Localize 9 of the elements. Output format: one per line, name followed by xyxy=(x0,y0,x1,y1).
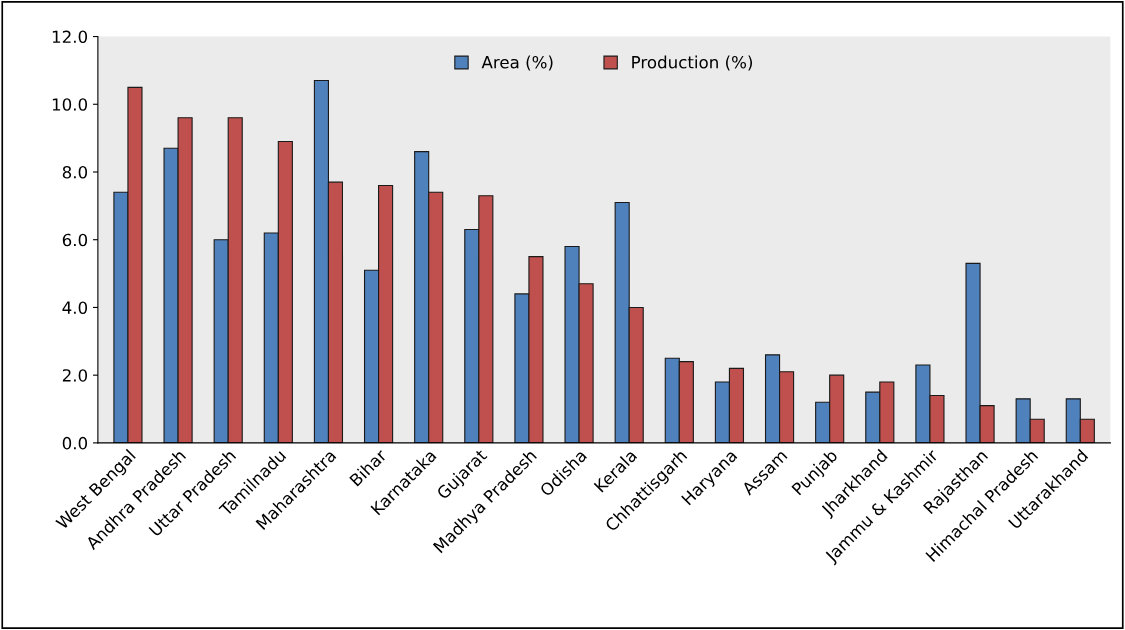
y-tick-label: 4.0 xyxy=(62,301,88,315)
legend-label: Area (%) xyxy=(481,55,553,71)
y-tick-label: 6.0 xyxy=(62,233,88,247)
y-tick-label: 12.0 xyxy=(52,30,88,44)
y-tick-label: 8.0 xyxy=(62,165,88,179)
y-tick-label: 10.0 xyxy=(52,98,88,111)
y-tick-label: 2.0 xyxy=(62,369,88,382)
legend-label: Production (%) xyxy=(632,55,752,71)
y-tick-label: 0.0 xyxy=(62,436,88,450)
